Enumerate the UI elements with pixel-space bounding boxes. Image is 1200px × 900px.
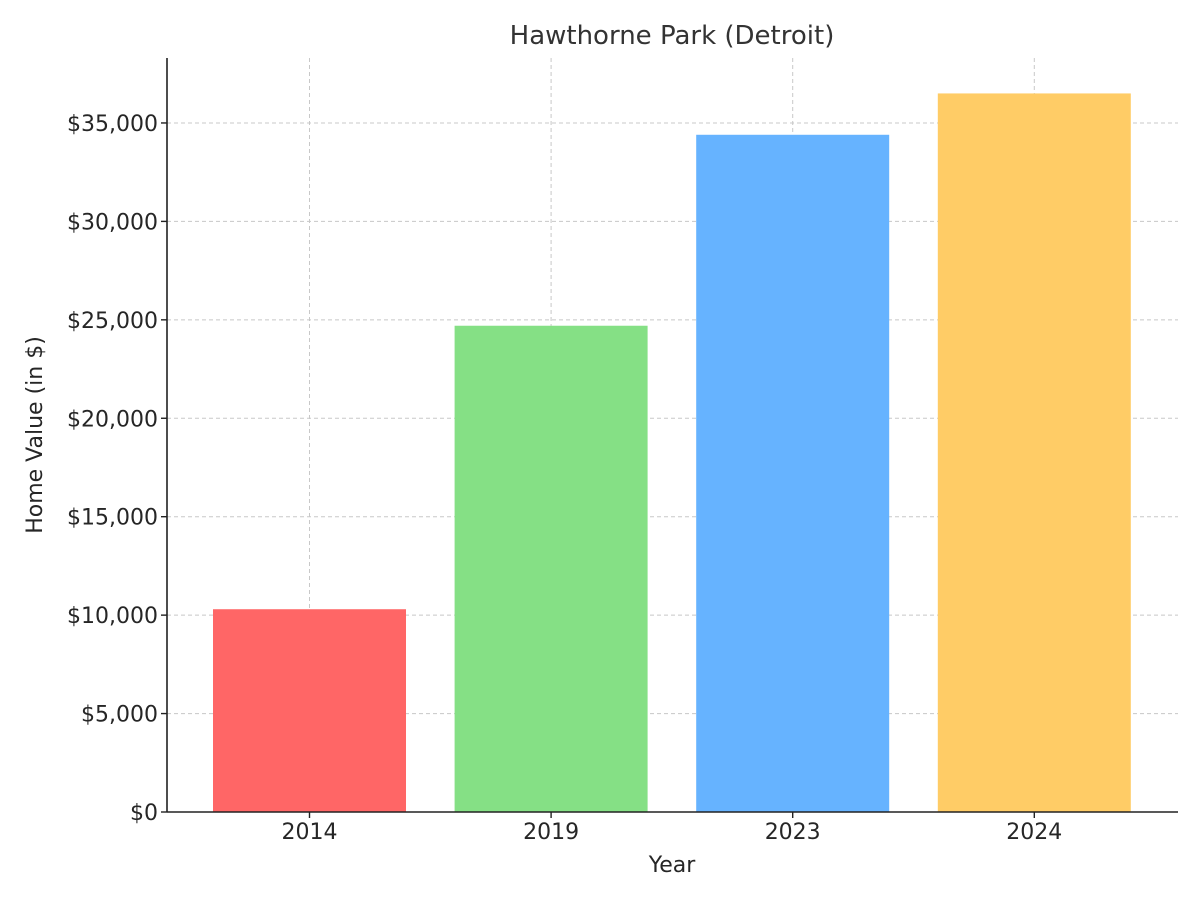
y-tick-label: $35,000: [67, 112, 158, 137]
bars: [213, 93, 1131, 812]
y-axis-title: Home Value (in $): [23, 336, 48, 534]
y-tick-label: $0: [130, 801, 158, 826]
bar-2019: [454, 325, 648, 812]
bar-2024: [937, 93, 1131, 812]
chart-title: Hawthorne Park (Detroit): [510, 21, 835, 51]
y-tick-label: $25,000: [67, 309, 158, 334]
y-tick-label: $5,000: [81, 703, 158, 728]
axes: [166, 58, 1178, 813]
ticks: $0 $5,000 $10,000 $15,000 $20,000 $25,000 $30,…: [67, 112, 1062, 845]
x-axis-title: Year: [648, 853, 697, 878]
x-tick-label: 2019: [523, 820, 579, 845]
bar-2014: [213, 609, 406, 812]
x-tick-label: 2024: [1006, 820, 1062, 845]
y-tick-label: $15,000: [67, 506, 158, 531]
bar-2023: [696, 134, 890, 812]
x-tick-label: 2014: [282, 820, 338, 845]
y-tick-label: $10,000: [67, 604, 158, 629]
x-tick-label: 2023: [765, 820, 821, 845]
y-tick-label: $30,000: [67, 210, 158, 235]
y-tick-label: $20,000: [67, 407, 158, 432]
